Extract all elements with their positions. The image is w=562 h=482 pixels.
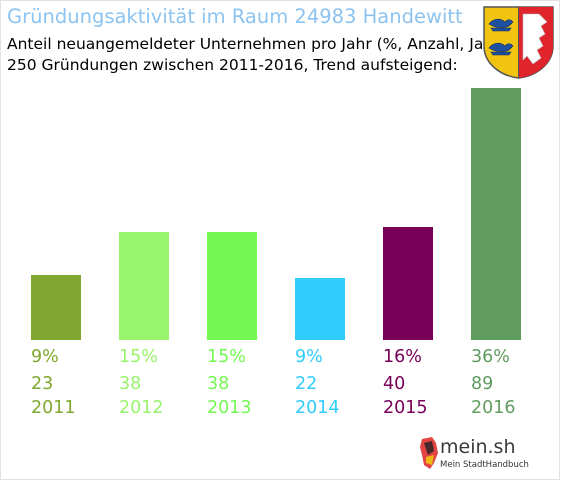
logo-wordmark: mein.sh <box>440 436 516 458</box>
logo-tagline: Mein StadtHandbuch <box>440 460 529 470</box>
percent-label-2015: 16% <box>383 347 422 367</box>
coat-of-arms-icon <box>483 6 554 79</box>
percent-label-2013: 15% <box>207 347 246 367</box>
chart-title: Gründungsaktivität im Raum 24983 Handewi… <box>7 5 463 28</box>
mein-sh-logo <box>418 433 536 475</box>
percent-label-2016: 36% <box>471 347 510 367</box>
germany-map-icon <box>420 437 438 469</box>
count-label-2011: 23 <box>31 374 54 394</box>
year-label-2016: 2016 <box>471 398 516 418</box>
percent-label-2014: 9% <box>295 347 323 367</box>
year-label-2014: 2014 <box>295 398 340 418</box>
count-label-2016: 89 <box>471 374 494 394</box>
percent-label-2012: 15% <box>119 347 158 367</box>
count-label-2013: 38 <box>207 374 230 394</box>
year-label-2015: 2015 <box>383 398 428 418</box>
percent-label-2011: 9% <box>31 347 59 367</box>
count-label-2015: 40 <box>383 374 406 394</box>
count-label-2014: 22 <box>295 374 318 394</box>
year-label-2013: 2013 <box>207 398 252 418</box>
subtitle-line-2: 250 Gründungen zwischen 2011-2016, Trend… <box>7 56 458 74</box>
subtitle-line-1: Anteil neuangemeldeter Unternehmen pro J… <box>7 35 506 53</box>
count-label-2012: 38 <box>119 374 142 394</box>
year-label-2012: 2012 <box>119 398 164 418</box>
year-label-2011: 2011 <box>31 398 76 418</box>
chart-subtitle: Anteil neuangemeldeter Unternehmen pro J… <box>7 34 506 76</box>
